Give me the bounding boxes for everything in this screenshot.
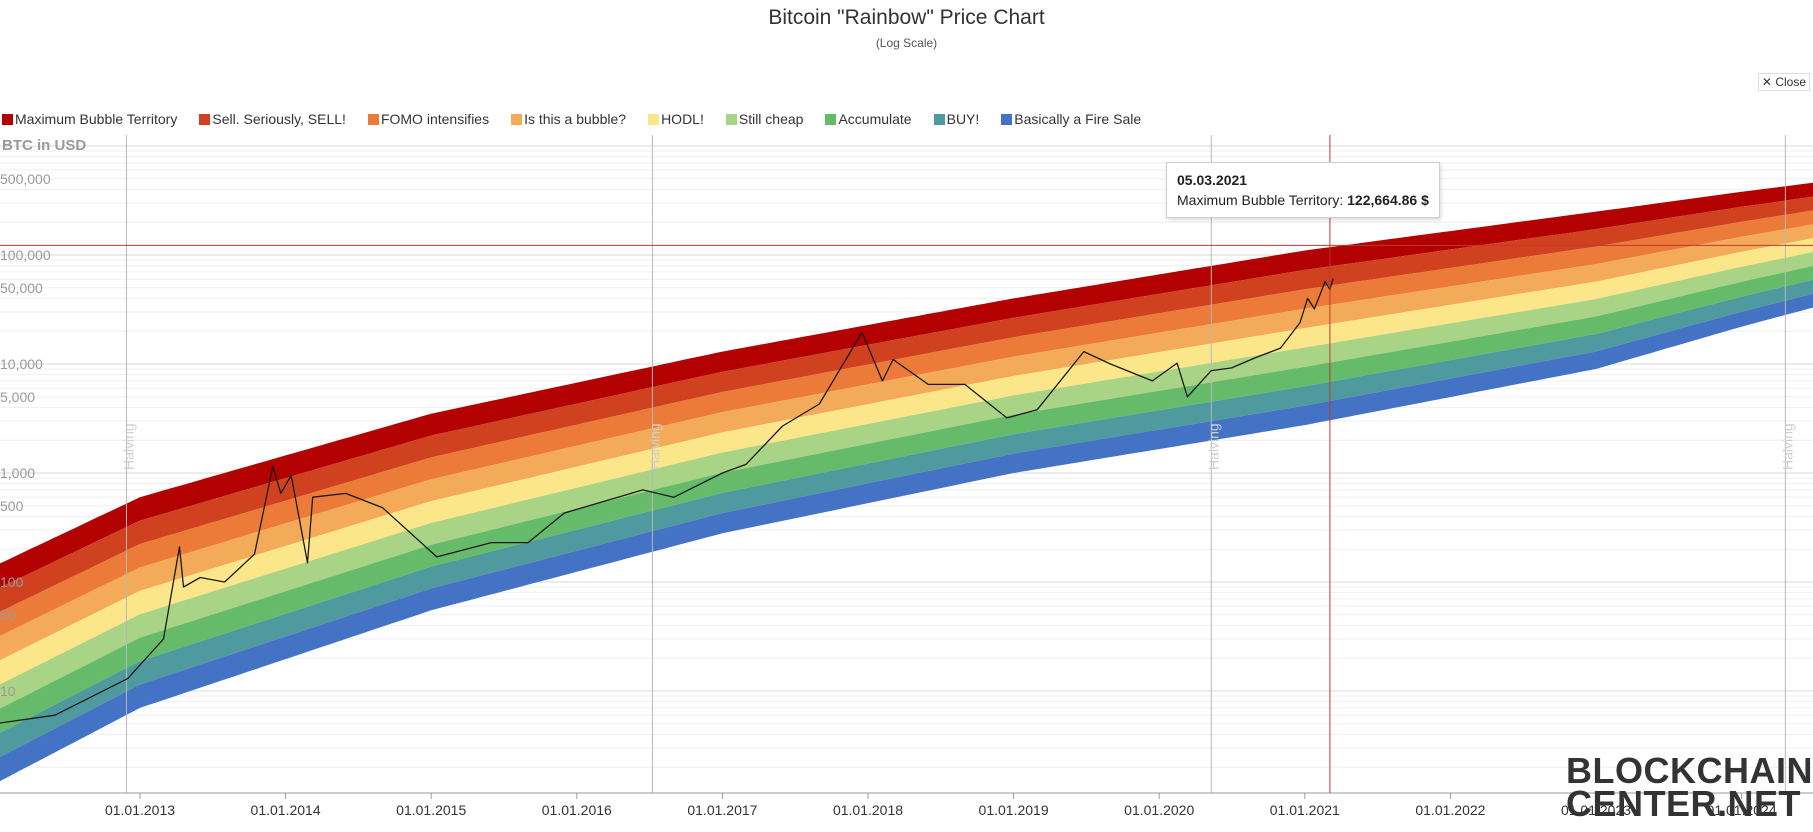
rainbow-band [0, 224, 1813, 661]
rainbow-band [0, 196, 1813, 612]
legend-label: Accumulate [838, 111, 912, 127]
y-tick-label: 100 [0, 574, 24, 590]
legend-swatch [511, 113, 523, 125]
blockchaincenter-logo: BLOCKCHAIN CENTER.NET [1566, 750, 1813, 824]
x-tick-label: 01.01.2014 [251, 802, 321, 818]
tooltip: 05.03.2021 Maximum Bubble Territory: 122… [1166, 162, 1440, 218]
y-tick-label: 100,000 [0, 247, 51, 263]
legend-swatch [933, 113, 945, 125]
legend-swatch [725, 113, 737, 125]
halving-label: Halving [1779, 423, 1795, 470]
chart-title: Bitcoin "Rainbow" Price Chart [768, 6, 1045, 29]
legend-item[interactable]: Still cheap [725, 111, 804, 127]
halving-label: Halving [646, 423, 662, 470]
x-tick-label: 01.01.2018 [833, 802, 903, 818]
legend-swatch [367, 113, 379, 125]
legend-label: Basically a Fire Sale [1014, 111, 1142, 127]
legend-label: Maximum Bubble Territory [15, 111, 178, 127]
rainbow-band [0, 266, 1813, 733]
close-label: Close [1775, 75, 1806, 89]
y-tick-label: 1,000 [0, 465, 35, 481]
legend-label: BUY! [946, 111, 980, 127]
rainbow-band [0, 279, 1813, 757]
y-tick-label: 50 [0, 607, 16, 623]
legend-item[interactable]: Is this a bubble? [511, 111, 626, 127]
rainbow-band [0, 182, 1813, 588]
y-tick-label: 10,000 [0, 356, 43, 372]
x-tick-label: 01.01.2019 [979, 802, 1049, 818]
logo-line-1: BLOCKCHAIN [1566, 750, 1813, 791]
rainbow-band [0, 238, 1813, 685]
legend-label: Still cheap [738, 111, 804, 127]
legend-swatch [199, 113, 211, 125]
tooltip-series: Maximum Bubble Territory [1177, 192, 1340, 208]
chart-subtitle: (Log Scale) [875, 36, 938, 50]
rainbow-band [0, 210, 1813, 637]
y-tick-label: 500,000 [0, 171, 51, 187]
x-tick-label: 01.01.2020 [1124, 802, 1194, 818]
close-button[interactable]: ✕ Close [1757, 73, 1810, 91]
legend-item[interactable]: Maximum Bubble Territory [2, 111, 177, 127]
legend-item[interactable]: Accumulate [825, 111, 912, 127]
price-line [0, 278, 1334, 724]
legend-swatch [648, 113, 660, 125]
x-tick-label: 01.01.2023 [1561, 802, 1631, 818]
y-tick-label: 50,000 [0, 280, 43, 296]
tooltip-date: 05.03.2021 [1177, 172, 1248, 188]
legend-swatch [825, 113, 837, 125]
legend-item[interactable]: Basically a Fire Sale [1001, 111, 1141, 127]
x-tick-label: 01.01.2015 [396, 802, 466, 818]
y-tick-label: 500 [0, 498, 24, 514]
halving-label: Halving [120, 423, 136, 470]
halving-label: Halving [1205, 423, 1221, 470]
legend-label: Is this a bubble? [524, 111, 627, 127]
rainbow-band [0, 293, 1813, 782]
rainbow-band [0, 252, 1813, 709]
legend-item[interactable]: Sell. Seriously, SELL! [199, 111, 346, 127]
legend-label: Sell. Seriously, SELL! [212, 111, 346, 127]
x-tick-label: 01.01.2021 [1270, 802, 1340, 818]
x-tick-label: 01.01.2017 [687, 802, 757, 818]
y-tick-label: 5,000 [0, 389, 35, 405]
legend-item[interactable]: BUY! [933, 111, 980, 127]
logo-line-2: CENTER.NET [1566, 783, 1802, 824]
legend-label: HODL! [661, 111, 704, 127]
x-tick-label: 01.01.2022 [1415, 802, 1485, 818]
legend: Maximum Bubble Territory Sell. Seriously,… [2, 110, 1163, 128]
tooltip-value: 122,664.86 $ [1347, 192, 1429, 208]
x-tick-label: 01.01.2013 [105, 802, 175, 818]
legend-item[interactable]: HODL! [648, 111, 704, 127]
x-tick-label: 01.01.2024 [1707, 802, 1777, 818]
legend-swatch [1001, 113, 1013, 125]
legend-swatch [2, 113, 13, 125]
legend-item[interactable]: FOMO intensifies [367, 111, 490, 127]
y-tick-label: 10 [0, 683, 16, 699]
close-icon: ✕ [1761, 75, 1772, 89]
x-tick-label: 01.01.2016 [542, 802, 612, 818]
legend-label: FOMO intensifies [380, 111, 490, 127]
y-axis-title: BTC in USD [2, 137, 86, 154]
